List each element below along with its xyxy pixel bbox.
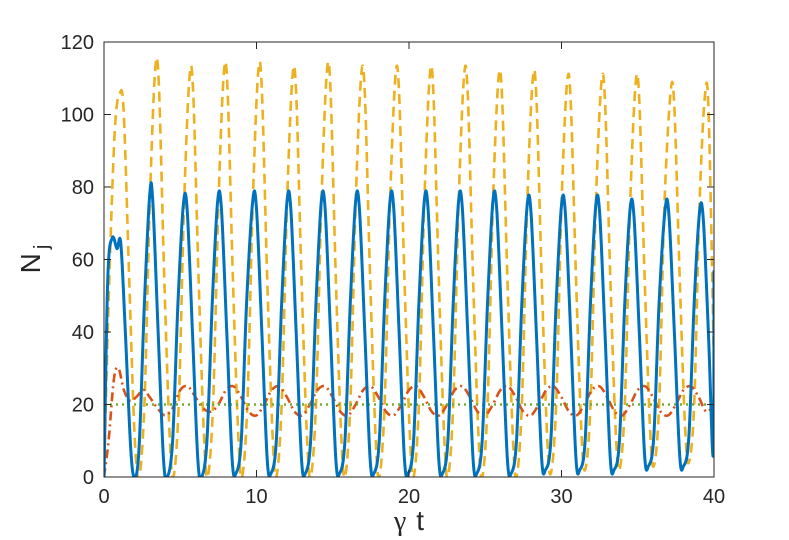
y-tick-label: 0 [83,467,94,489]
x-tick-label: 0 [98,486,109,508]
y-tick-label: 40 [72,322,94,344]
y-tick-label: 100 [61,105,94,127]
y-tick-label: 20 [72,395,94,417]
y-axis-label-sub: j [31,245,53,250]
x-axis-label-text: t [416,505,424,536]
y-axis-label: N j [15,245,53,274]
series-line-solid [104,181,714,477]
x-axis-label-symbol: γ [393,506,406,537]
y-tick-label: 120 [61,32,94,54]
series-layer [104,56,714,477]
y-axis-label-main: N [15,253,46,273]
x-axis-label: γ t [393,505,424,537]
y-tick-label: 80 [72,177,94,199]
ticks-layer: 0 10 20 30 40 0 20 40 60 80 100 120 [61,32,726,508]
series-line-dashed [104,56,714,477]
x-tick-label: 10 [245,486,267,508]
x-tick-label: 40 [703,486,725,508]
y-tick-label: 60 [72,250,94,272]
x-tick-label: 20 [398,486,420,508]
x-tick-label: 30 [550,486,572,508]
